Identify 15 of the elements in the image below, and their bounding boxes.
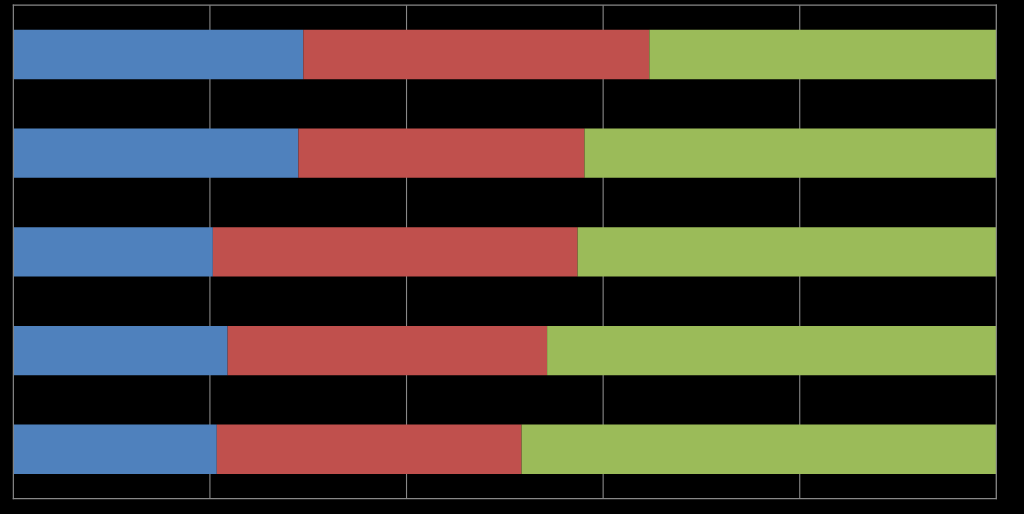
bar (13, 227, 213, 277)
bar (303, 29, 650, 80)
bar (13, 128, 299, 178)
bar (227, 325, 548, 376)
bar (547, 325, 997, 376)
bar (13, 325, 228, 376)
bar (521, 424, 997, 474)
bar (212, 227, 578, 277)
bar (577, 227, 997, 277)
bar (584, 128, 997, 178)
bar (216, 424, 522, 474)
bar (13, 424, 217, 474)
bar (298, 128, 585, 178)
bar (649, 29, 997, 80)
bar (13, 29, 304, 80)
